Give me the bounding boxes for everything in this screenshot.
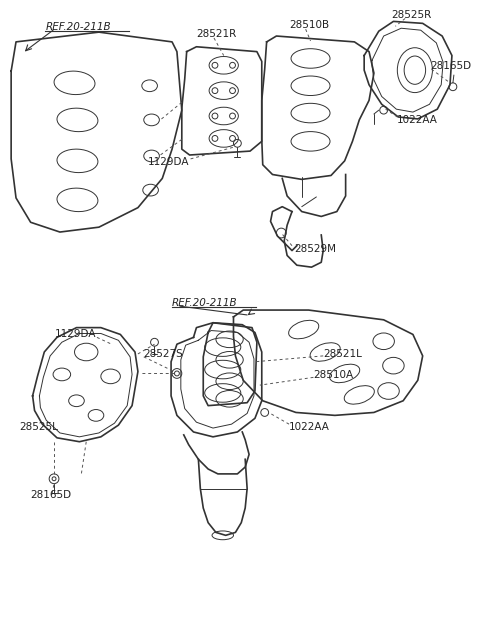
Text: 28510A: 28510A <box>313 371 354 381</box>
Text: REF.20-211B: REF.20-211B <box>45 22 111 32</box>
Text: 1129DA: 1129DA <box>55 329 96 339</box>
Text: 1022AA: 1022AA <box>396 115 437 125</box>
Text: REF.20-211B: REF.20-211B <box>172 298 238 308</box>
Text: 28527S: 28527S <box>143 349 182 359</box>
Text: 28521R: 28521R <box>196 29 237 39</box>
Text: 28510B: 28510B <box>289 20 329 30</box>
Text: 28529M: 28529M <box>294 244 336 254</box>
Text: 28525R: 28525R <box>392 9 432 19</box>
Text: 1129DA: 1129DA <box>148 157 190 167</box>
Text: 28165D: 28165D <box>431 61 472 71</box>
Text: 28521L: 28521L <box>323 349 362 359</box>
Text: 28165D: 28165D <box>31 491 72 501</box>
Text: 28525L: 28525L <box>19 422 58 432</box>
Text: 1022AA: 1022AA <box>289 422 330 432</box>
